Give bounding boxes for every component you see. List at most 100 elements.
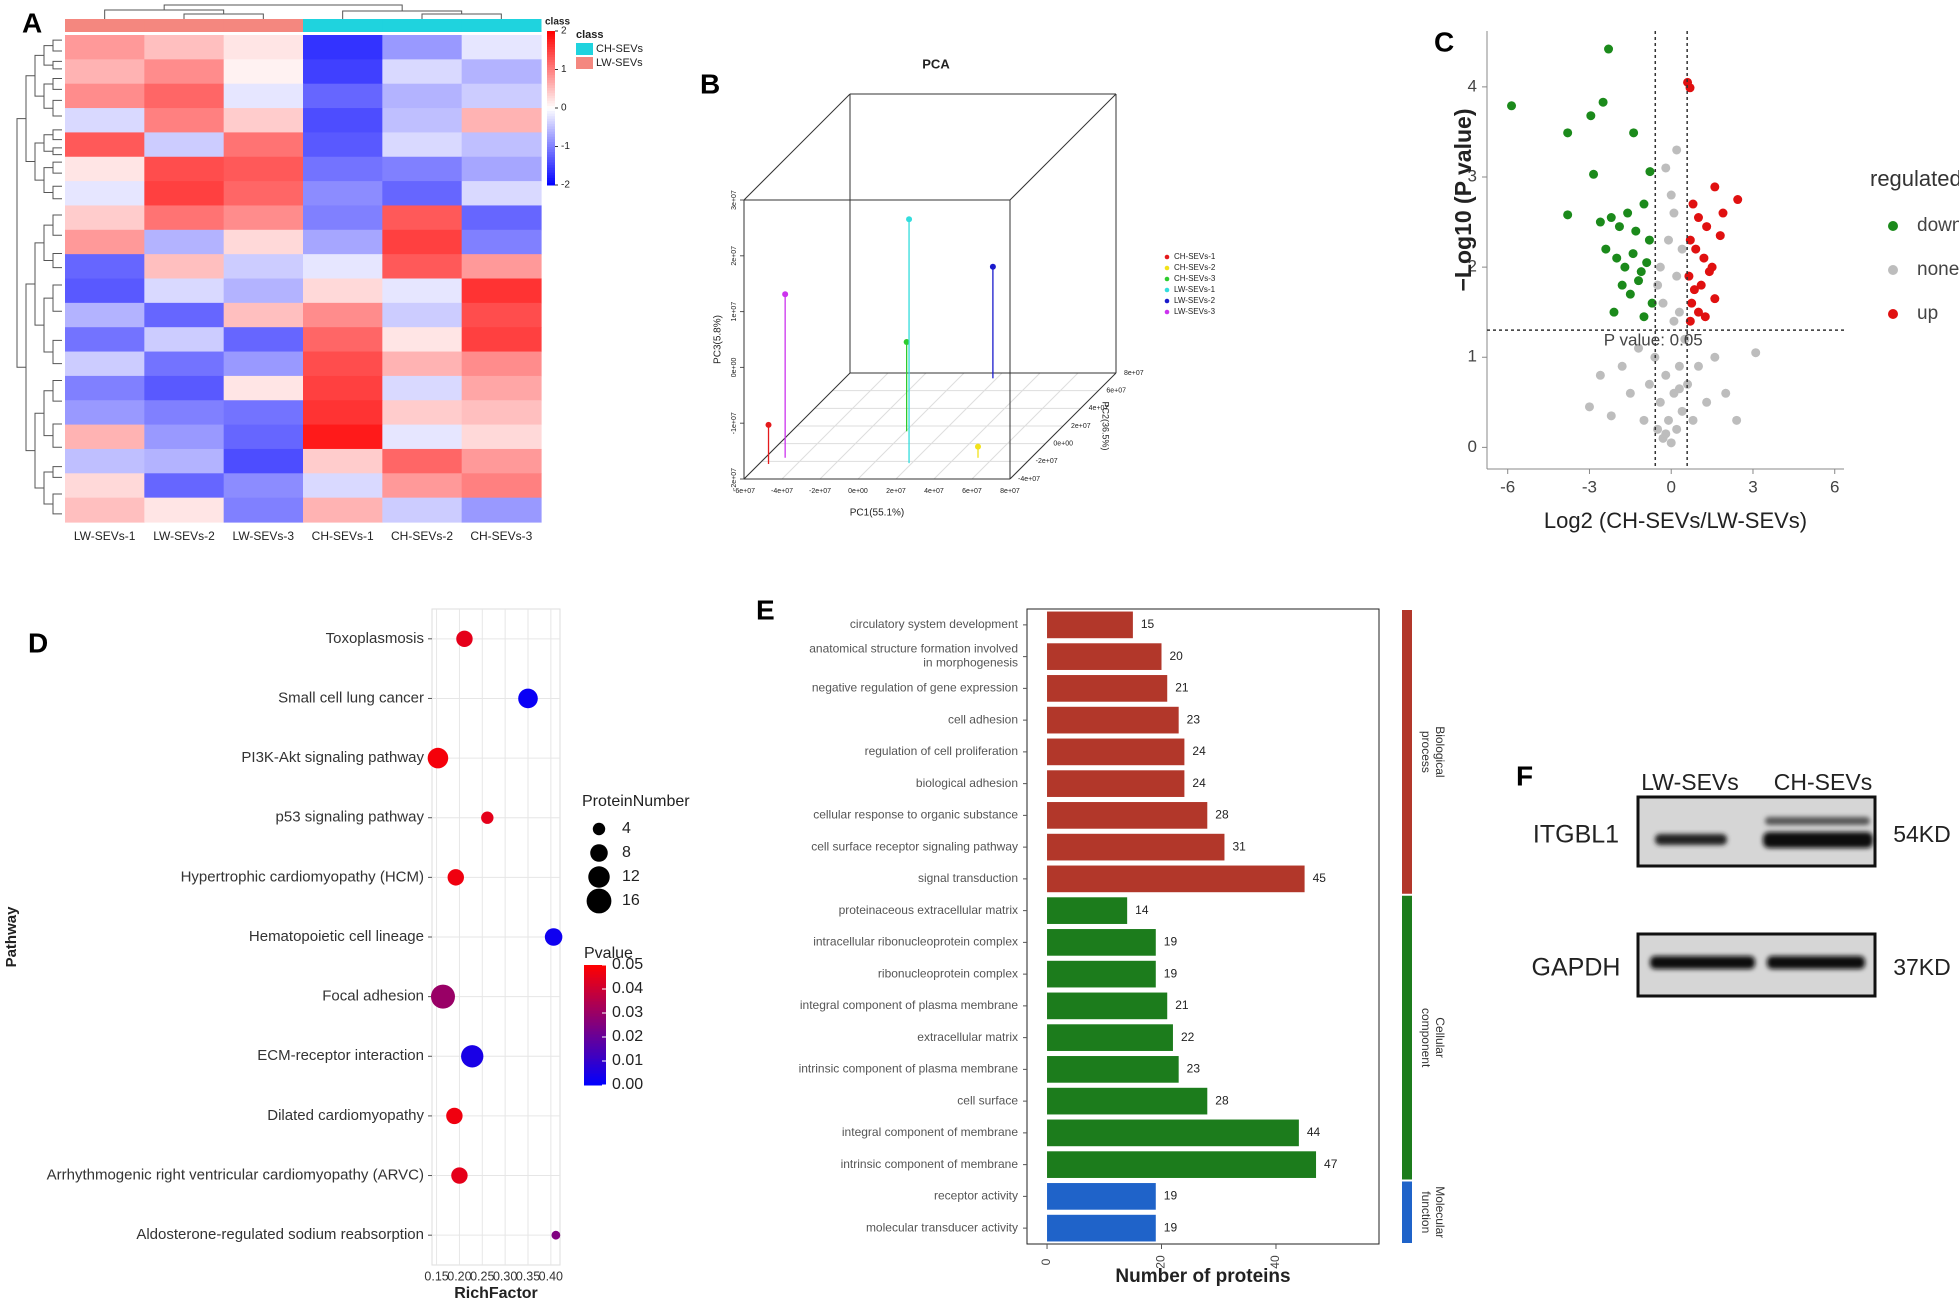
value-label: 23: [1187, 712, 1201, 726]
box-edge: [1009, 372, 1117, 480]
heatmap-cell: [65, 473, 145, 499]
y-tick-label: intracellular ribonucleoprotein complex: [813, 935, 1018, 949]
heatmap-cell: [144, 400, 225, 426]
point: [1612, 253, 1622, 263]
heatmap-cell: [461, 108, 542, 133]
heatmap-cell: [303, 424, 383, 450]
dendrogram: [52, 161, 62, 174]
heatmap-cell: [382, 400, 463, 426]
column-label: LW-SEVs-2: [153, 529, 215, 543]
heatmap-cell: [382, 132, 463, 158]
point: [1645, 167, 1655, 177]
y-tick-label: 0: [1468, 437, 1477, 456]
point: [1687, 298, 1697, 308]
legend-marker: [1888, 221, 1898, 231]
legend-marker: [588, 866, 610, 888]
heatmap-cell: [303, 254, 383, 280]
y-tick-label: 3: [1468, 166, 1477, 185]
dendrogram: [52, 60, 62, 70]
value-label: 20: [1170, 649, 1184, 663]
point: [1672, 271, 1682, 281]
colorbar-step: [547, 167, 555, 171]
heatmap-cell: [144, 181, 225, 207]
colorbar-step: [547, 38, 555, 42]
colorbar-step: [584, 1022, 606, 1026]
heatmap-cell: [303, 205, 383, 231]
dendrogram: [52, 147, 62, 156]
x-tick-label: 0.35: [516, 1269, 540, 1283]
colorbar-step: [547, 51, 555, 55]
point: [1661, 370, 1671, 380]
colorbar-label: 0.02: [612, 1028, 643, 1045]
y-tick-label: molecular transducer activity: [866, 1220, 1018, 1234]
colorbar-label: -1: [561, 141, 570, 152]
heatmap-cell: [303, 400, 383, 426]
colorbar-step: [584, 1040, 606, 1044]
group-strip: [1402, 1181, 1412, 1243]
colorbar-step: [547, 54, 555, 58]
value-label: 21: [1175, 681, 1189, 695]
x-axis-title: PC1(55.1%): [850, 508, 904, 519]
heatmap-cell: [144, 35, 225, 60]
point: [1606, 213, 1616, 223]
colorbar-step: [584, 995, 606, 999]
colorbar-step: [584, 1073, 606, 1077]
legend-label: LW-SEVs-1: [1174, 285, 1216, 294]
class-bar: [382, 19, 463, 32]
x-tick-label: 0: [1666, 477, 1675, 496]
point: [1702, 222, 1712, 232]
heatmap-cell: [65, 181, 145, 207]
z-tick-label: 2e+07: [731, 246, 738, 266]
colorbar-step: [547, 177, 555, 181]
group-label: Cellularcomponent: [1419, 1008, 1447, 1068]
value-label: 22: [1181, 1030, 1195, 1044]
x-tick-label: 4e+07: [924, 488, 944, 495]
bar: [1047, 1151, 1317, 1178]
point: [1631, 226, 1641, 236]
heatmap-cell: [382, 424, 463, 450]
y-tick-label: intrinsic component of membrane: [841, 1157, 1019, 1171]
heatmap-cell: [65, 254, 145, 280]
x-tick-label: 0.20: [447, 1269, 471, 1283]
point: [1586, 111, 1596, 121]
point: [1658, 298, 1668, 308]
heatmap-cell: [144, 229, 225, 255]
point: [1699, 253, 1709, 263]
blot-panel: F LW-SEVs CH-SEVs ITGBL1 54KD GAPDH 37KD: [1516, 760, 1951, 998]
value-label: 31: [1232, 839, 1246, 853]
heatmap-cell: [65, 132, 145, 158]
point: [989, 263, 996, 270]
colorbar-step: [547, 149, 555, 153]
dendrogram: [34, 242, 44, 326]
dendrogram: [25, 75, 35, 163]
bar: [1047, 1056, 1179, 1083]
point: [1604, 44, 1614, 54]
colorbar-step: [584, 1016, 606, 1020]
legend-swatch: [576, 43, 593, 55]
colorbar-step: [547, 154, 555, 158]
heatmap-cell: [223, 132, 304, 158]
point: [1680, 334, 1690, 344]
heatmap-cell: [65, 351, 145, 377]
colorbar-step: [547, 84, 555, 88]
point: [1601, 244, 1611, 254]
heatmap-cell: [144, 108, 225, 133]
colorbar-step: [584, 1013, 606, 1017]
point: [1672, 424, 1682, 434]
y-tick-label: PI3K-Akt signaling pathway: [241, 749, 424, 766]
value-label: 15: [1141, 617, 1155, 631]
value-label: 28: [1215, 1093, 1229, 1107]
colorbar-step: [547, 143, 555, 147]
heatmap-cell: [65, 424, 145, 450]
legend-marker: [1164, 287, 1170, 293]
class-bar: [144, 19, 225, 32]
legend-marker: [1164, 276, 1170, 282]
dendrogram: [52, 284, 62, 312]
legend-marker: [1164, 309, 1170, 315]
y-axis-title: Pathway: [3, 906, 20, 968]
colorbar-step: [547, 59, 555, 63]
bubble: [451, 1167, 468, 1184]
heatmap-cell: [144, 424, 225, 450]
box-edge: [1009, 93, 1117, 201]
point: [1688, 199, 1698, 209]
